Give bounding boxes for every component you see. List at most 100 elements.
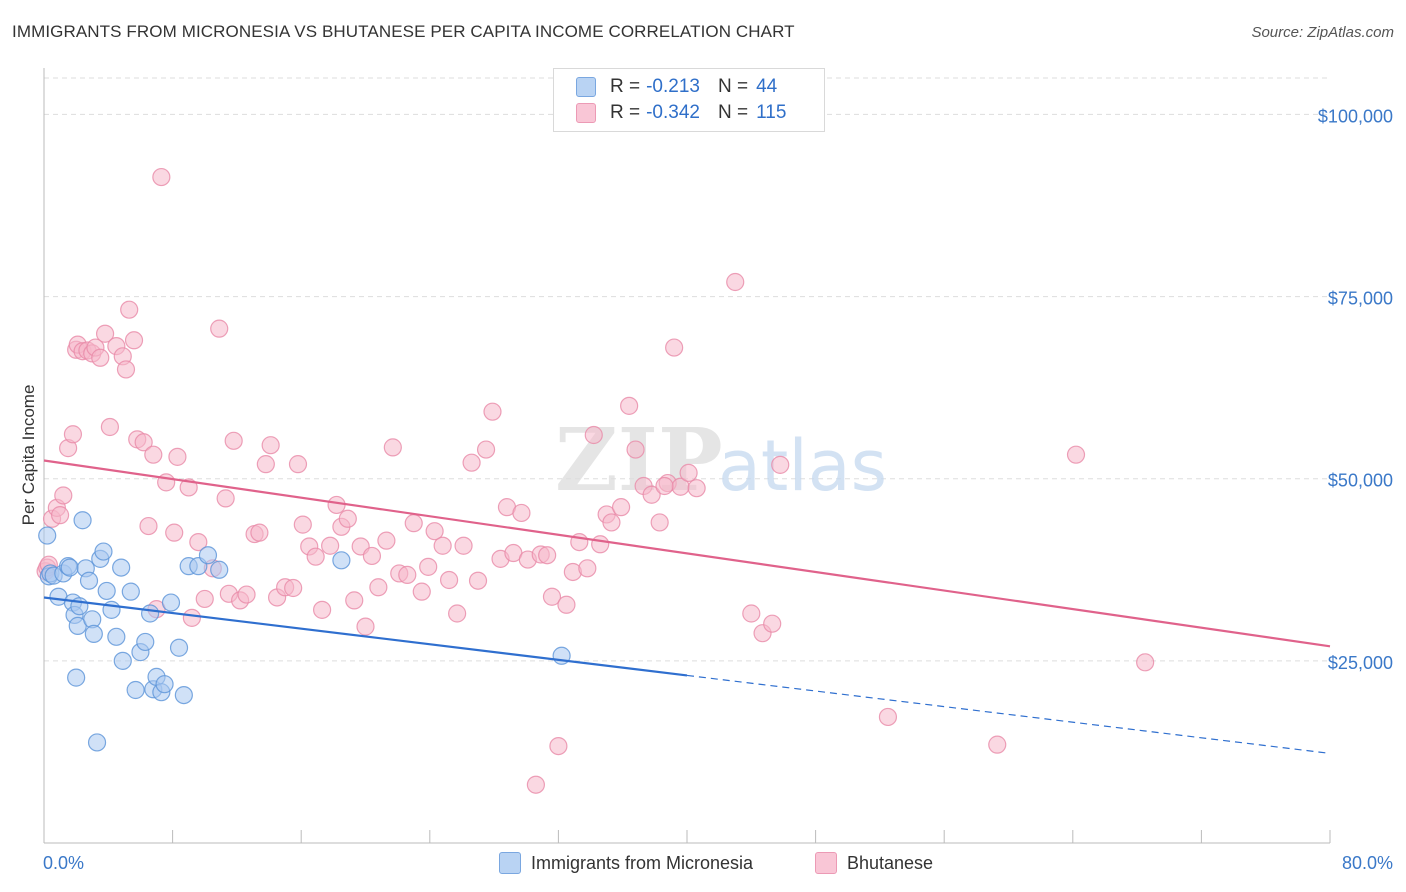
- y-axis-title: Per Capita Income: [19, 385, 38, 526]
- bhutanese-point: [189, 532, 208, 552]
- bhutanese-point: [687, 479, 706, 498]
- bhutanese-point: [195, 589, 214, 609]
- bhutanese-point: [584, 425, 603, 445]
- bhutanese-point: [448, 604, 467, 623]
- axis-layer: [43, 68, 1331, 844]
- series-legend-swatch-blue: [499, 852, 521, 874]
- bhutanese-point: [288, 455, 308, 474]
- legend-r-value: -0.342: [646, 102, 700, 123]
- bhutanese-point: [383, 438, 402, 457]
- bhutanese-point: [620, 396, 639, 415]
- bhutanese-point: [356, 617, 375, 636]
- bhutanese-point: [179, 478, 198, 497]
- bhutanese-point: [293, 515, 312, 534]
- bhutanese-point: [626, 440, 645, 459]
- micronesia-point: [113, 651, 132, 670]
- micronesia-point: [140, 604, 160, 623]
- bhutanese-point: [591, 535, 610, 554]
- series-legend-swatch-pink: [815, 852, 837, 874]
- bhutanese-point: [526, 775, 545, 794]
- bhutanese-point: [224, 431, 243, 450]
- series-legend-label: Immigrants from Micronesia: [531, 852, 754, 873]
- bhutanese-point: [369, 578, 388, 597]
- y-tick-label: $100,000: [1318, 106, 1393, 126]
- legend-row-series1: R = -0.213 N = 44: [576, 75, 777, 99]
- legend-r-label: R =: [610, 102, 641, 123]
- series-legend: Immigrants from Micronesia Bhutanese: [0, 852, 1406, 878]
- micronesia-point: [121, 582, 140, 601]
- micronesia-point: [38, 526, 57, 545]
- bhutanese-point: [100, 417, 120, 437]
- bhutanese-point: [306, 547, 325, 566]
- y-tick-label: $50,000: [1328, 471, 1393, 491]
- bhutanese-point: [419, 557, 438, 576]
- bhutanese-point: [433, 536, 452, 555]
- micronesia-point: [210, 560, 229, 579]
- bhutanese-point: [139, 516, 158, 536]
- bhutanese-point: [542, 587, 562, 606]
- bhutanese-point: [95, 324, 115, 343]
- bhutanese-point: [398, 565, 417, 584]
- micronesia-point: [136, 632, 155, 652]
- legend-n-value: 44: [756, 76, 778, 97]
- bhutanese-point: [578, 559, 597, 578]
- bhutanese-point: [763, 614, 782, 633]
- legend-n-label: N =: [717, 76, 749, 97]
- watermark: ZIP atlas: [555, 410, 887, 511]
- micronesia-point: [60, 558, 79, 577]
- bhutanese-point: [454, 536, 473, 555]
- bhutanese-point: [152, 167, 171, 187]
- bhutanese-point: [557, 595, 576, 614]
- bhutanese-point: [345, 591, 364, 610]
- bhutanese-point: [655, 476, 674, 496]
- bhutanese-point: [261, 436, 280, 455]
- bhutanese-point: [404, 514, 423, 533]
- bhutanese-point: [124, 331, 144, 350]
- bhutanese-point: [91, 348, 110, 367]
- micronesia-point: [67, 668, 86, 687]
- bhutanese-point: [144, 445, 163, 464]
- legend-r-value: -0.213: [646, 76, 700, 97]
- micronesia-point: [84, 624, 103, 644]
- micronesia-point: [332, 551, 351, 570]
- y-tick-label: $25,000: [1328, 653, 1393, 673]
- micronesia-point: [94, 542, 113, 561]
- bhutanese-point: [54, 486, 73, 505]
- bhutanese-point: [377, 531, 396, 550]
- bhutanese-point: [476, 440, 496, 459]
- bhutanese-point: [412, 582, 431, 601]
- series-legend-item-micronesia: Immigrants from Micronesia: [499, 852, 753, 874]
- bhutanese-point: [1136, 653, 1155, 672]
- bhutanese-point: [237, 585, 256, 604]
- bhutanese-point: [284, 578, 303, 598]
- micronesia-point: [73, 511, 92, 530]
- bhutanese-point: [327, 495, 346, 515]
- micronesia-trend-extension: [686, 674, 1331, 754]
- bhutanese-point: [602, 513, 621, 532]
- series-legend-label: Bhutanese: [847, 852, 934, 873]
- legend-n-value: 115: [756, 102, 787, 123]
- bhutanese-trend-line: [43, 459, 1331, 648]
- micronesia-point: [169, 638, 189, 657]
- bhutanese-point: [679, 463, 698, 482]
- legend-row-series2: R = -0.342 N = 115: [576, 101, 786, 125]
- micronesia-point: [97, 581, 116, 601]
- micronesia-point: [112, 558, 131, 577]
- bhutanese-point: [63, 425, 83, 444]
- bhutanese-point: [538, 546, 557, 565]
- bhutanese-point: [611, 498, 631, 517]
- chart-title: IMMIGRANTS FROM MICRONESIA VS BHUTANESE …: [12, 22, 795, 41]
- bhutanese-point: [512, 503, 531, 523]
- series-legend-item-bhutanese: Bhutanese: [815, 852, 933, 874]
- bhutanese-point: [321, 536, 340, 555]
- bhutanese-point: [468, 571, 488, 590]
- bhutanese-point: [50, 506, 70, 525]
- label-layer: 0.0% 80.0% Per Capita Income $25,000 $50,…: [19, 106, 1393, 873]
- bhutanese-point: [338, 509, 357, 528]
- bhutanese-point: [120, 300, 139, 319]
- bhutanese-point: [549, 736, 568, 756]
- micronesia-point: [198, 546, 218, 565]
- bhutanese-point: [425, 522, 444, 541]
- legend-box: R = -0.213 N = 44 R = -0.342 N = 115: [553, 68, 825, 132]
